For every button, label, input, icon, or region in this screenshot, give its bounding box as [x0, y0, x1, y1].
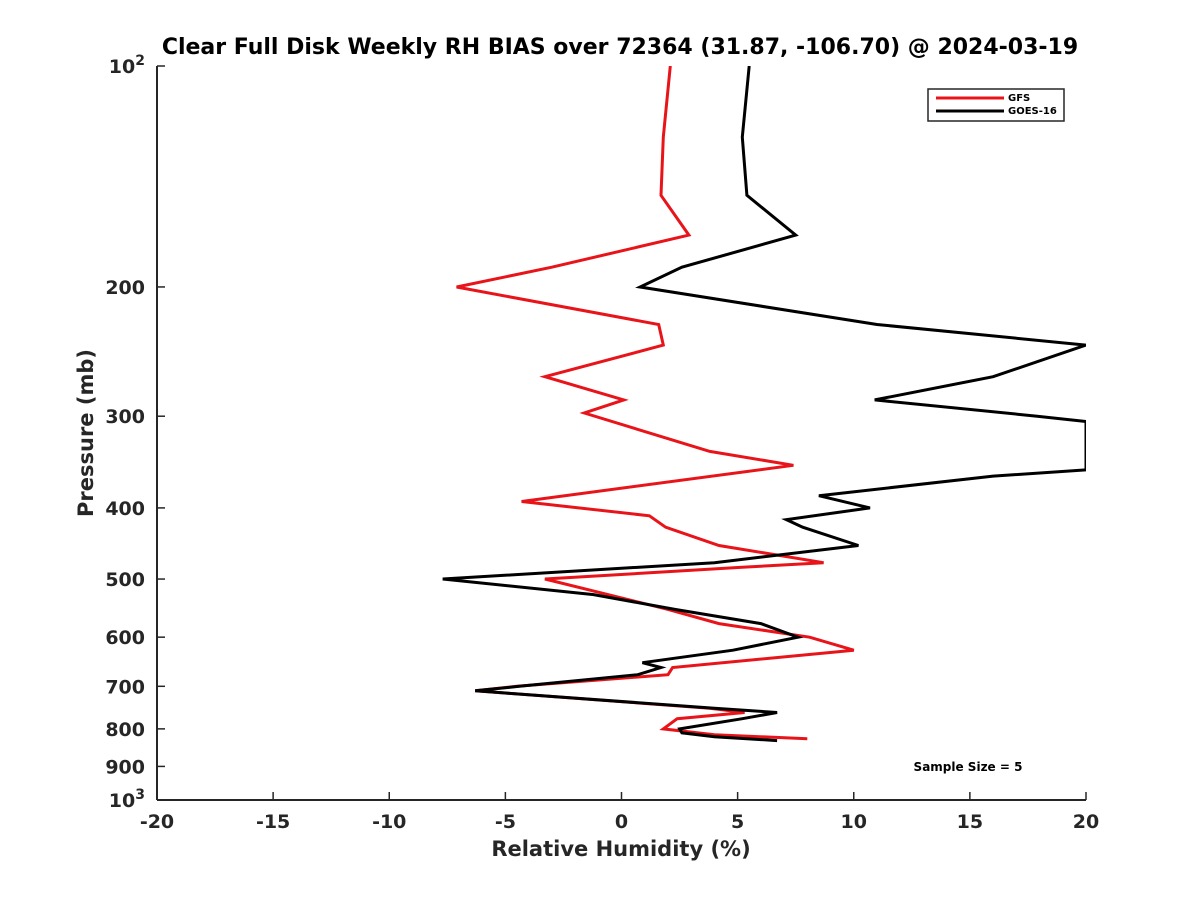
y-axis-label: Pressure (mb) — [74, 349, 98, 517]
x-tick-label: -15 — [256, 811, 290, 833]
y-tick-label: 400 — [105, 498, 145, 520]
x-tick-label: -20 — [140, 811, 174, 833]
legend-box — [927, 88, 1065, 122]
y-tick-label: 700 — [105, 676, 145, 698]
legend: GFS GOES-16 — [927, 88, 1065, 122]
x-tick-label: -5 — [495, 811, 516, 833]
y-ticks: 102 200 300 400 500 600 700 800 900 103 — [105, 53, 165, 812]
x-ticks: -20 -15 -10 -5 0 5 10 15 20 — [140, 792, 1099, 833]
y-tick-label: 500 — [105, 569, 145, 591]
y-tick-label: 200 — [105, 277, 145, 299]
y-tick-label: 103 — [109, 787, 145, 812]
x-tick-label: 10 — [841, 811, 867, 833]
x-axis-label: Relative Humidity (%) — [491, 837, 750, 861]
x-tick-label: 5 — [731, 811, 744, 833]
x-tick-label: 15 — [957, 811, 983, 833]
legend-label-gfs: GFS — [1008, 93, 1030, 104]
x-tick-label: 0 — [615, 811, 628, 833]
series-line-goes-16 — [442, 66, 1086, 743]
sample-size-annotation: Sample Size = 5 — [914, 760, 1023, 774]
y-tick-label: 600 — [105, 627, 145, 649]
series-layer — [442, 66, 1086, 743]
x-tick-label: -10 — [372, 811, 406, 833]
legend-label-goes16: GOES-16 — [1008, 106, 1057, 117]
x-tick-label: 20 — [1073, 811, 1099, 833]
y-tick-label: 900 — [105, 756, 145, 778]
y-tick-label: 102 — [109, 53, 145, 78]
chart-title: Clear Full Disk Weekly RH BIAS over 7236… — [162, 35, 1078, 60]
y-tick-label: 300 — [105, 406, 145, 428]
axes: -20 -15 -10 -5 0 5 10 15 20 102 200 300 400 500 600 70… — [105, 53, 1099, 833]
y-tick-label: 800 — [105, 719, 145, 741]
